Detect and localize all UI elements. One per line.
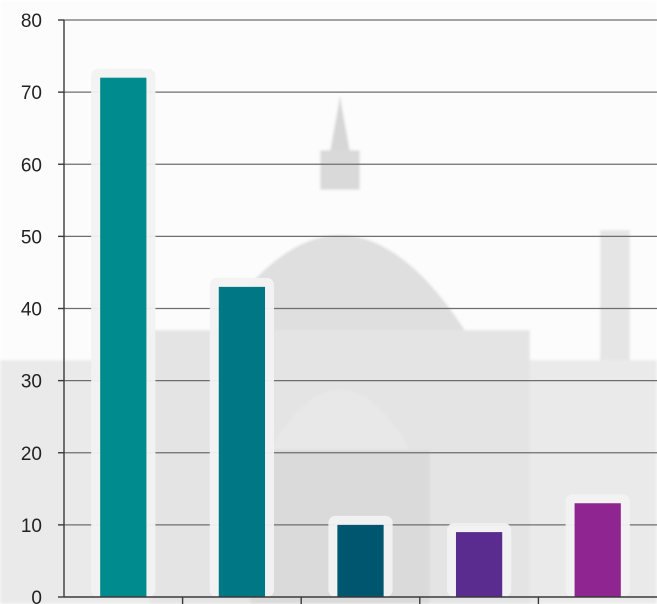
y-tick-label: 30 <box>21 372 42 393</box>
bar-5 <box>574 503 621 597</box>
y-tick-label: 60 <box>21 155 42 176</box>
gridlines <box>64 19 657 526</box>
y-tick-label: 40 <box>21 300 42 321</box>
bar-1 <box>100 77 147 597</box>
y-tick-label: 20 <box>21 444 42 465</box>
axes <box>58 19 657 604</box>
bar-3 <box>337 524 384 597</box>
y-tick-label: 80 <box>21 11 42 32</box>
y-tick-label: 10 <box>21 516 42 537</box>
bar-2 <box>218 286 266 597</box>
y-axis-ticks: 0 10 20 30 40 50 60 70 80 <box>21 11 42 604</box>
bar-4 <box>455 532 503 597</box>
y-tick-label: 50 <box>21 227 42 248</box>
bars <box>91 68 630 597</box>
y-tick-label: 0 <box>31 588 42 604</box>
y-tick-label: 70 <box>21 83 42 104</box>
